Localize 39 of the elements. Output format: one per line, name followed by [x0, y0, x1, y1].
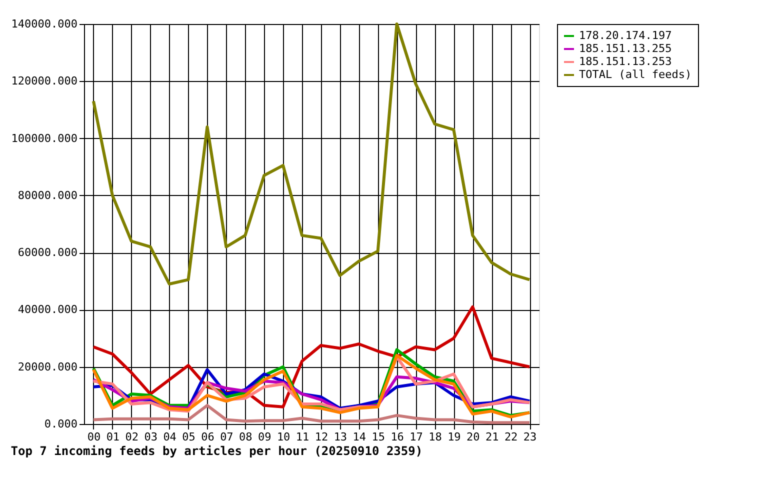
- x-tick-label: 09: [258, 430, 272, 444]
- x-tick-label: 17: [410, 430, 423, 444]
- legend-label: 178.20.174.197: [579, 29, 672, 42]
- y-tick-label: 20000.000: [18, 360, 78, 374]
- x-tick-label: 07: [220, 430, 234, 444]
- y-tick-label: 100000.000: [11, 132, 78, 145]
- y-tick-label: 80000.000: [18, 188, 78, 202]
- x-tick-label: 06: [201, 430, 214, 444]
- x-tick-label: 11: [296, 430, 310, 444]
- legend-label: 185.151.13.255: [579, 42, 672, 55]
- x-tick-label: 02: [125, 430, 139, 444]
- x-tick-label: 10: [276, 430, 290, 444]
- x-tick-label: 16: [390, 430, 404, 444]
- x-tick-label: 23: [523, 430, 537, 444]
- legend-label: TOTAL (all feeds): [579, 68, 692, 81]
- legend-label: 185.151.13.253: [579, 55, 672, 68]
- x-tick-label: 14: [352, 430, 366, 444]
- x-tick-label: 05: [182, 430, 196, 444]
- x-tick-label: 04: [163, 430, 177, 444]
- x-tick-label: 21: [485, 430, 499, 444]
- x-tick-label: 20: [466, 430, 480, 444]
- y-tick-label: 120000.000: [11, 74, 78, 88]
- line-series: [92, 404, 532, 424]
- x-tick-label: 03: [144, 430, 158, 444]
- y-tick-label: 60000.000: [18, 246, 78, 260]
- y-tick-label: 140000.000: [11, 18, 78, 30]
- y-tick-label: 40000.000: [18, 303, 78, 316]
- y-tick-label: 0.000: [44, 418, 78, 430]
- x-tick-label: 12: [314, 430, 328, 444]
- x-tick-label: 08: [239, 430, 252, 444]
- x-tick-label: 18: [428, 430, 442, 444]
- x-tick-label: 19: [448, 430, 461, 444]
- x-tick-label: 15: [372, 430, 385, 444]
- x-tick-label: 22: [504, 430, 518, 444]
- text: Top 7 incoming feeds by articles per hour (20250910 2359): [10, 444, 423, 458]
- x-tick-label: 13: [334, 430, 348, 444]
- x-tick-label: 01: [106, 430, 120, 444]
- x-tick-label: 00: [87, 430, 101, 444]
- line-series: [92, 22, 532, 286]
